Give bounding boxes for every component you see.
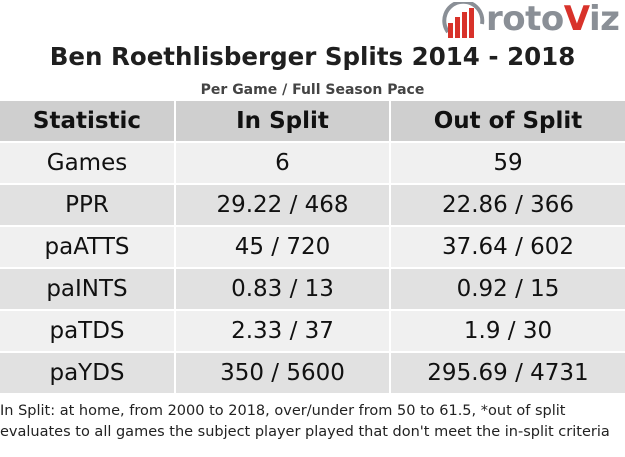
page-subtitle: Per Game / Full Season Pace — [200, 82, 425, 98]
cell-statistic: PPR — [0, 185, 176, 227]
cell-in-split: 6 — [176, 143, 391, 185]
cell-out-of-split: 0.92 / 15 — [391, 269, 625, 311]
cell-out-of-split: 295.69 / 4731 — [391, 353, 625, 395]
cell-statistic: paATTS — [0, 227, 176, 269]
table-header-row: Statistic In Split Out of Split — [0, 101, 625, 143]
cell-in-split: 350 / 5600 — [176, 353, 391, 395]
cell-in-split: 0.83 / 13 — [176, 269, 391, 311]
logo-chart-icon — [442, 0, 485, 38]
table-row: PPR 29.22 / 468 22.86 / 366 — [0, 185, 625, 227]
header-in-split: In Split — [176, 101, 391, 143]
cell-out-of-split: 1.9 / 30 — [391, 311, 625, 353]
cell-out-of-split: 37.64 / 602 — [391, 227, 625, 269]
cell-statistic: paINTS — [0, 269, 176, 311]
cell-statistic: Games — [0, 143, 176, 185]
table-row: Games 6 59 — [0, 143, 625, 185]
table-row: paINTS 0.83 / 13 0.92 / 15 — [0, 269, 625, 311]
table-row: paTDS 2.33 / 37 1.9 / 30 — [0, 311, 625, 353]
header-out-of-split: Out of Split — [391, 101, 625, 143]
splits-table: Statistic In Split Out of Split Games 6 … — [0, 101, 625, 395]
table-row: paATTS 45 / 720 37.64 / 602 — [0, 227, 625, 269]
cell-out-of-split: 59 — [391, 143, 625, 185]
cell-out-of-split: 22.86 / 366 — [391, 185, 625, 227]
table-row: paYDS 350 / 5600 295.69 / 4731 — [0, 353, 625, 395]
cell-in-split: 29.22 / 468 — [176, 185, 391, 227]
cell-in-split: 45 / 720 — [176, 227, 391, 269]
logo-wordmark: rotoViz — [486, 0, 620, 39]
header-statistic: Statistic — [0, 101, 176, 143]
page-title: Ben Roethlisberger Splits 2014 - 2018 — [49, 42, 576, 71]
cell-statistic: paYDS — [0, 353, 176, 395]
cell-in-split: 2.33 / 37 — [176, 311, 391, 353]
rotoviz-logo: rotoViz — [442, 0, 622, 40]
cell-statistic: paTDS — [0, 311, 176, 353]
footnote: In Split: at home, from 2000 to 2018, ov… — [0, 403, 610, 440]
